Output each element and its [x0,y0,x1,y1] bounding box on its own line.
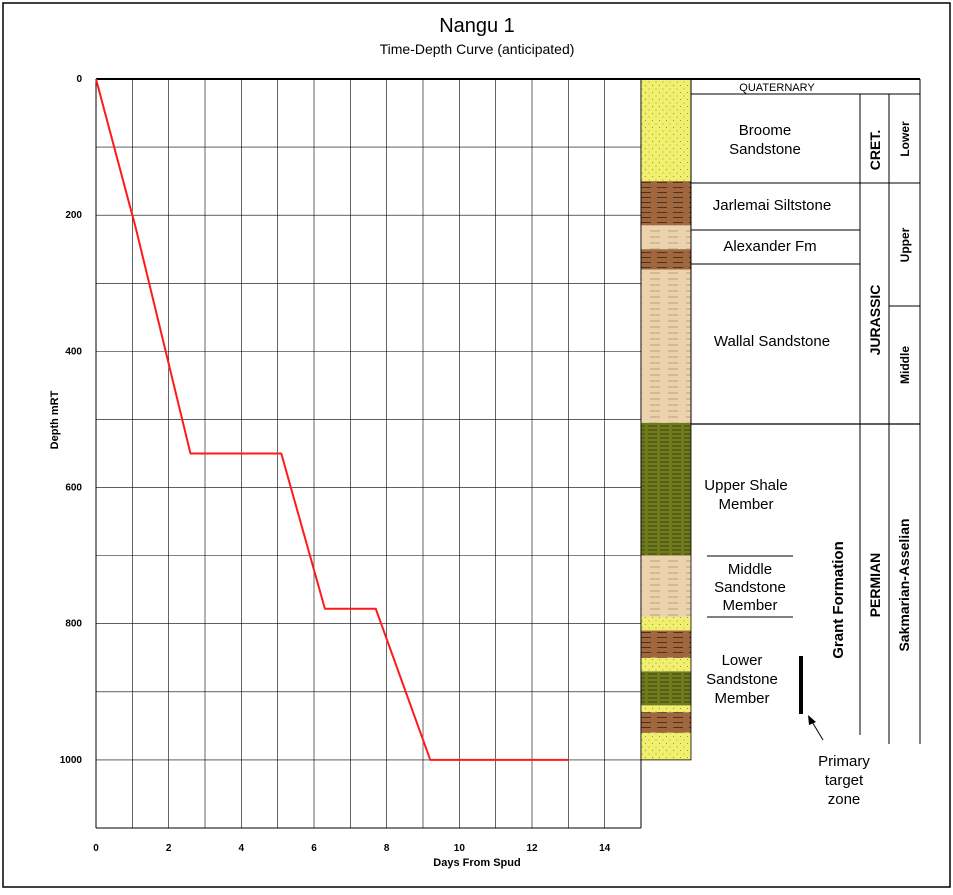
target-arrow-head [808,715,816,725]
lithology-bed-pattern [641,705,691,713]
formation-table-lines [641,78,921,744]
lithology-bed-pattern [641,555,691,617]
lithology-bed-pattern [641,712,691,733]
formation-middle-sandstone-2: Sandstone [714,579,786,596]
formation-quaternary: QUATERNARY [739,82,815,94]
x-tick-label: 4 [239,843,245,854]
target-label-2: target [825,772,864,789]
lithology-bed-pattern [641,249,691,270]
formation-broome-2: Sandstone [729,141,801,158]
epoch-middle: Middle [898,346,912,384]
formation-grant: Grant Formation [830,541,847,659]
formation-middle-sandstone-1: Middle [728,561,772,578]
period-jurassic: JURASSIC [867,285,883,356]
x-tick-labels: 0 2 4 6 8 10 12 14 [93,843,610,854]
formation-broome-1: Broome [739,122,792,139]
lithology-bed-pattern [641,616,691,631]
x-tick-label: 2 [166,843,172,854]
x-tick-label: 6 [311,843,317,854]
x-tick-label: 14 [599,843,611,854]
lithology-bed-pattern [641,422,691,556]
plot-grid [96,79,641,828]
x-tick-label: 8 [384,843,390,854]
epoch-lower: Lower [898,121,912,157]
target-label-3: zone [828,791,861,808]
stratigraphic-column: QUATERNARY Broome Sandstone Jarlemai Sil… [640,78,921,808]
formation-upper-shale-1: Upper Shale [704,477,787,494]
chart-subtitle: Time-Depth Curve (anticipated) [380,41,575,57]
lithology-bed-pattern [641,671,691,706]
lithology-bed-pattern [641,269,691,423]
y-axis-label: Depth mRT [49,390,61,449]
y-tick-label: 600 [65,483,82,494]
formation-lower-sandstone-2: Sandstone [706,671,778,688]
target-arrow-shaft [810,719,824,741]
lithology-column [640,78,692,761]
target-label-1: Primary [818,753,870,770]
x-tick-label: 12 [526,843,538,854]
lithology-bed-pattern [641,630,691,658]
formation-lower-sandstone-3: Member [714,690,769,707]
x-tick-label: 0 [93,843,99,854]
series-group [95,78,569,761]
y-tick-label: 800 [65,619,82,630]
y-tick-label: 200 [65,210,82,221]
formation-jarlemai: Jarlemai Siltstone [713,197,831,214]
y-tick-labels: 0 200 400 600 800 1000 [60,74,83,766]
formation-alexander: Alexander Fm [723,238,816,255]
lithology-bed-pattern [641,732,691,760]
formation-wallal: Wallal Sandstone [714,333,830,350]
y-tick-label: 0 [76,74,82,85]
y-tick-label: 1000 [60,755,83,766]
x-tick-label: 10 [454,843,466,854]
lithology-bed-pattern [641,225,691,250]
period-cretaceous: CRET. [867,130,883,170]
lithology-bed-pattern [641,181,691,226]
formation-upper-shale-2: Member [718,496,773,513]
period-permian: PERMIAN [867,553,883,618]
epoch-sakmarian-asselian: Sakmarian-Asselian [896,518,912,651]
y-tick-label: 400 [65,346,82,357]
x-axis-label: Days From Spud [433,857,520,869]
chart-title: Nangu 1 [439,15,515,37]
lithology-bed-pattern [641,79,691,182]
formation-middle-sandstone-3: Member [722,597,777,614]
lithology-bed-pattern [641,657,691,672]
time-depth-series-line [95,78,569,761]
epoch-upper: Upper [898,227,912,262]
formation-lower-sandstone-1: Lower [722,652,763,669]
